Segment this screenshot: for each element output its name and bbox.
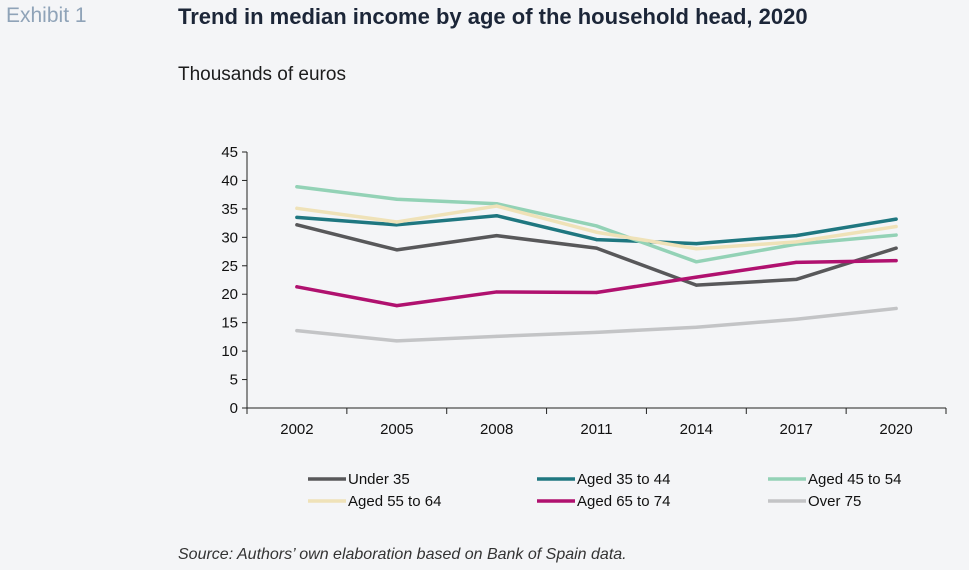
data-point-over-75 bbox=[495, 334, 499, 338]
data-point-over-75 bbox=[794, 317, 798, 321]
legend-label-under-35: Under 35 bbox=[348, 471, 410, 488]
data-point-aged-55-to-64 bbox=[495, 204, 499, 208]
legend-label-aged-35-to-44: Aged 35 to 44 bbox=[577, 471, 670, 488]
data-point-aged-45-to-54 bbox=[694, 260, 698, 264]
data-point-over-75 bbox=[295, 329, 299, 333]
legend-label-over-75: Over 75 bbox=[808, 493, 861, 510]
data-point-aged-35-to-44 bbox=[794, 234, 798, 238]
data-point-aged-35-to-44 bbox=[395, 223, 399, 227]
y-tick-label: 5 bbox=[230, 372, 238, 389]
x-tick-label: 2020 bbox=[879, 421, 912, 438]
y-tick-label: 25 bbox=[221, 258, 238, 275]
data-point-under-35 bbox=[694, 283, 698, 287]
data-point-aged-65-to-74 bbox=[495, 290, 499, 294]
x-tick-label: 2008 bbox=[480, 421, 513, 438]
legend-label-aged-55-to-64: Aged 55 to 64 bbox=[348, 493, 441, 510]
data-point-under-35 bbox=[894, 246, 898, 250]
data-point-under-35 bbox=[395, 248, 399, 252]
x-tick-label: 2005 bbox=[380, 421, 413, 438]
data-point-aged-65-to-74 bbox=[694, 275, 698, 279]
axes: 0 5 10 15 20 25 30 35 40 45 2002 2005 2008 2011 2014 20… bbox=[221, 144, 947, 438]
data-point-aged-45-to-54 bbox=[295, 185, 299, 189]
x-tick-label: 2011 bbox=[580, 421, 612, 438]
y-tick-label: 45 bbox=[221, 144, 238, 161]
data-point-aged-35-to-44 bbox=[495, 214, 499, 218]
y-tick-label: 0 bbox=[230, 400, 238, 417]
data-point-under-35 bbox=[495, 234, 499, 238]
legend-label-aged-45-to-54: Aged 45 to 54 bbox=[808, 471, 901, 488]
data-point-aged-45-to-54 bbox=[894, 233, 898, 237]
y-tick-label: 10 bbox=[221, 343, 238, 360]
y-axis-unit-label: Thousands of euros bbox=[178, 64, 346, 85]
data-point-aged-35-to-44 bbox=[295, 215, 299, 220]
data-point-aged-65-to-74 bbox=[594, 290, 599, 295]
data-point-over-75 bbox=[694, 325, 698, 329]
source-note: Source: Authors’ own elaboration based o… bbox=[178, 546, 627, 563]
x-tick-label: 2002 bbox=[280, 421, 313, 438]
series-lines bbox=[295, 184, 898, 343]
data-point-aged-65-to-74 bbox=[395, 304, 399, 308]
legend-label-aged-65-to-74: Aged 65 to 74 bbox=[577, 493, 670, 510]
data-point-aged-55-to-64 bbox=[694, 247, 698, 251]
data-point-aged-55-to-64 bbox=[794, 240, 798, 244]
exhibit-label: Exhibit 1 bbox=[6, 4, 87, 27]
line-chart: 0 5 10 15 20 25 30 35 40 45 2002 2005 2008 2011 2014 20… bbox=[221, 144, 947, 510]
data-point-aged-45-to-54 bbox=[594, 224, 599, 228]
data-point-aged-35-to-44 bbox=[594, 238, 599, 242]
y-tick-label: 40 bbox=[221, 172, 238, 189]
y-tick-label: 15 bbox=[221, 315, 238, 332]
data-point-aged-55-to-64 bbox=[295, 206, 299, 210]
legend: Under 35 Aged 35 to 44 Aged 45 to 54 Aged 5… bbox=[308, 471, 901, 510]
series-line-over-75 bbox=[295, 306, 898, 343]
data-point-aged-45-to-54 bbox=[395, 197, 399, 201]
y-tick-label: 30 bbox=[221, 229, 238, 246]
data-point-aged-55-to-64 bbox=[594, 230, 599, 234]
x-tick-label: 2014 bbox=[680, 421, 713, 438]
data-point-over-75 bbox=[395, 339, 399, 343]
y-tick-label: 35 bbox=[221, 201, 238, 218]
data-point-aged-65-to-74 bbox=[894, 259, 898, 263]
data-point-aged-55-to-64 bbox=[395, 220, 399, 224]
data-point-aged-65-to-74 bbox=[794, 260, 798, 264]
series-line-aged-65-to-74 bbox=[295, 258, 898, 308]
data-point-aged-35-to-44 bbox=[894, 217, 898, 221]
y-tick-label: 20 bbox=[221, 286, 238, 303]
data-point-aged-55-to-64 bbox=[894, 224, 898, 229]
data-point-under-35 bbox=[794, 277, 798, 282]
chart-title: Trend in median income by age of the hou… bbox=[178, 4, 808, 29]
data-point-under-35 bbox=[295, 223, 299, 227]
data-point-under-35 bbox=[594, 246, 599, 250]
data-point-over-75 bbox=[894, 306, 898, 311]
data-point-over-75 bbox=[594, 330, 599, 334]
data-point-aged-65-to-74 bbox=[295, 285, 299, 289]
data-point-aged-35-to-44 bbox=[694, 241, 698, 246]
x-tick-label: 2017 bbox=[780, 421, 813, 438]
